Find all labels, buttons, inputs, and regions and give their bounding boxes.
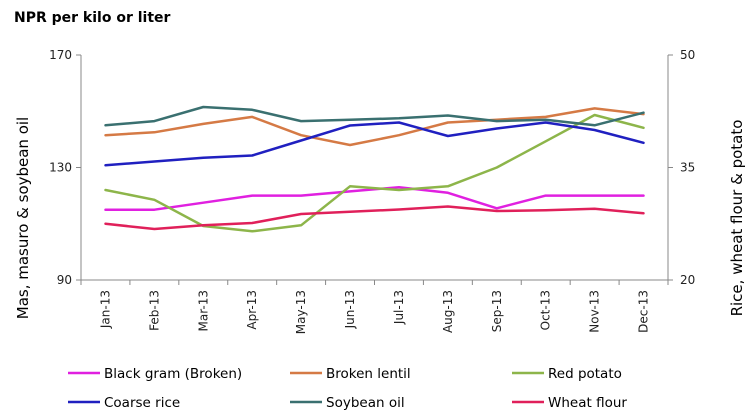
x-tick-label: Mar-13 — [196, 290, 210, 331]
x-tick-label: Nov-13 — [588, 290, 602, 333]
x-tick-label: Aug-13 — [441, 290, 455, 333]
right-axis-title: Rice, wheat flour & potato — [728, 120, 746, 317]
x-axis-ticks: Jan-13 Feb-13 Mar-13 Apr-13 May-13 Jun-13 Jul-… — [80, 280, 669, 334]
left-tick-label: 90 — [57, 273, 72, 287]
right-axis-ticks: 20 35 50 — [668, 48, 695, 287]
series-line-black-gram-broken — [104, 185, 645, 211]
legend: Black gram (Broken) Broken lentil Red pota… — [68, 366, 627, 411]
right-tick-label: 35 — [680, 161, 695, 175]
left-axis-ticks: 90 130 170 — [49, 48, 81, 287]
legend-label-broken-lentil: Broken lentil — [326, 366, 411, 382]
x-tick-label: Jul-13 — [392, 290, 406, 325]
right-tick-label: 50 — [680, 48, 695, 62]
legend-label-wheat-flour: Wheat flour — [548, 395, 627, 411]
series-line-soybean-oil — [104, 105, 645, 127]
x-tick-label: Jan-13 — [98, 290, 112, 329]
legend-label-red-potato: Red potato — [548, 366, 622, 382]
x-tick-label: Jun-13 — [343, 290, 357, 329]
series-line-red-potato — [104, 113, 645, 233]
series-line-wheat-flour — [104, 205, 645, 231]
series-line-coarse-rice — [104, 121, 645, 167]
right-tick-label: 20 — [680, 273, 695, 287]
x-tick-label: Sep-13 — [490, 290, 504, 332]
chart-title: NPR per kilo or liter — [14, 10, 171, 26]
left-tick-label: 170 — [49, 48, 72, 62]
legend-label-soybean-oil: Soybean oil — [326, 395, 405, 411]
x-tick-label: Apr-13 — [245, 290, 259, 330]
x-tick-label: Dec-13 — [637, 290, 651, 333]
series-lines — [104, 105, 645, 233]
left-axis-title: Mas, masuro & soybean oil — [14, 117, 32, 319]
left-tick-label: 130 — [49, 161, 72, 175]
series-line-broken-lentil — [104, 107, 645, 147]
legend-label-black-gram-broken: Black gram (Broken) — [104, 366, 242, 382]
x-tick-label: May-13 — [294, 290, 308, 334]
legend-label-coarse-rice: Coarse rice — [104, 395, 180, 411]
x-tick-label: Oct-13 — [539, 290, 553, 330]
x-tick-label: Feb-13 — [147, 290, 161, 331]
